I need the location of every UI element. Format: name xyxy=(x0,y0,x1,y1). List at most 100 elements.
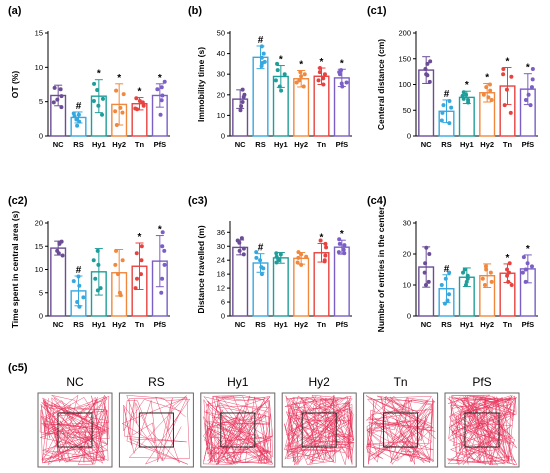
data-point xyxy=(321,82,326,87)
data-point xyxy=(240,100,245,105)
x-tick-label: NC xyxy=(53,320,64,329)
data-point xyxy=(344,80,349,85)
y-axis-label: Distance travelled (m) xyxy=(196,225,206,314)
data-point xyxy=(481,92,486,97)
data-point xyxy=(275,61,280,66)
data-point xyxy=(275,68,280,73)
hash-marker: # xyxy=(76,101,82,112)
y-tick-label: 0 xyxy=(221,132,225,141)
data-point xyxy=(96,262,101,267)
data-point xyxy=(77,304,82,309)
x-tick-label: RS xyxy=(255,320,265,329)
data-point xyxy=(426,279,431,284)
trace-title: RS xyxy=(148,375,165,389)
data-point xyxy=(52,85,57,90)
data-point xyxy=(96,103,101,108)
panel-label: (c1) xyxy=(367,5,387,17)
x-tick-label: Tn xyxy=(135,320,145,329)
data-point xyxy=(428,59,433,64)
data-point xyxy=(279,88,284,93)
data-point xyxy=(520,270,525,275)
data-point xyxy=(57,240,62,245)
x-tick-label: NC xyxy=(421,320,432,329)
data-point xyxy=(138,272,143,277)
x-tick-label: Hy2 xyxy=(112,320,126,329)
data-point xyxy=(482,283,487,287)
data-point xyxy=(337,237,342,242)
y-tick-label: 0 xyxy=(39,132,43,141)
data-point xyxy=(447,292,452,297)
data-point xyxy=(489,97,494,102)
data-point xyxy=(464,92,469,97)
center-zone xyxy=(301,412,337,448)
data-point xyxy=(134,96,139,101)
data-point xyxy=(92,81,97,86)
trace-title: Hy1 xyxy=(227,375,249,389)
data-point xyxy=(501,67,506,72)
trace-box-Hy2 xyxy=(281,392,357,468)
data-point xyxy=(466,97,471,102)
data-point xyxy=(237,248,242,253)
data-point xyxy=(427,79,432,84)
y-tick-label: 30 xyxy=(217,242,225,251)
y-tick-label: 150 xyxy=(398,54,411,63)
data-point xyxy=(95,248,100,253)
data-point xyxy=(487,82,492,87)
x-tick-label: PfS xyxy=(154,140,167,149)
trace-title: Tn xyxy=(394,375,408,389)
data-point xyxy=(116,272,121,277)
data-point xyxy=(58,87,63,92)
star-marker: * xyxy=(526,63,530,74)
data-point xyxy=(321,76,326,81)
bar-NC xyxy=(232,246,249,317)
data-point xyxy=(443,276,448,281)
x-tick-label: RS xyxy=(441,320,451,329)
x-tick-label: NC xyxy=(235,140,246,149)
trace-box-Tn xyxy=(363,392,439,468)
trace-title: NC xyxy=(66,375,84,389)
x-tick-label: RS xyxy=(73,320,83,329)
x-tick-label: PfS xyxy=(336,140,349,149)
data-point xyxy=(134,251,139,256)
y-tick-label: 30 xyxy=(217,70,225,79)
movement-trace xyxy=(202,394,273,465)
star-marker: * xyxy=(340,229,344,240)
center-zone xyxy=(464,412,500,448)
data-point xyxy=(316,78,321,83)
data-point xyxy=(134,276,139,281)
data-point xyxy=(502,103,507,108)
data-point xyxy=(295,260,300,265)
data-point xyxy=(133,286,138,291)
data-point xyxy=(484,267,489,272)
chart-panel-c4: (c4)Number of entries in the center 0 10 20… xyxy=(367,195,538,332)
y-tick-label: 10 xyxy=(35,63,43,72)
bar-PfS xyxy=(333,246,350,317)
data-point xyxy=(98,286,103,291)
data-point xyxy=(461,96,466,101)
data-point xyxy=(460,93,465,98)
data-point xyxy=(445,298,450,303)
x-tick-label: NC xyxy=(421,140,432,149)
x-tick-label: Hy2 xyxy=(294,140,308,149)
data-point xyxy=(139,244,144,249)
data-point xyxy=(296,255,301,260)
y-tick-label: 24 xyxy=(217,256,225,265)
data-point xyxy=(159,290,164,295)
data-point xyxy=(301,84,306,89)
y-tick-label: 6 xyxy=(221,298,225,307)
data-point xyxy=(51,100,56,105)
data-point xyxy=(423,261,428,266)
data-point xyxy=(55,97,60,102)
data-point xyxy=(141,103,146,108)
data-point xyxy=(505,273,510,278)
panel-label: (a) xyxy=(8,5,22,17)
data-point xyxy=(523,267,528,272)
star-marker: * xyxy=(138,232,142,243)
data-point xyxy=(114,248,119,253)
data-point xyxy=(118,105,123,110)
y-tick-label: 0 xyxy=(407,132,411,141)
panel-label: (c2) xyxy=(8,195,28,207)
data-point xyxy=(339,81,344,86)
x-tick-label: RS xyxy=(255,140,265,149)
chart-panel-c1: (c1) Centeral distance (cm) 0 50 100 150 200 NC… xyxy=(367,5,538,149)
